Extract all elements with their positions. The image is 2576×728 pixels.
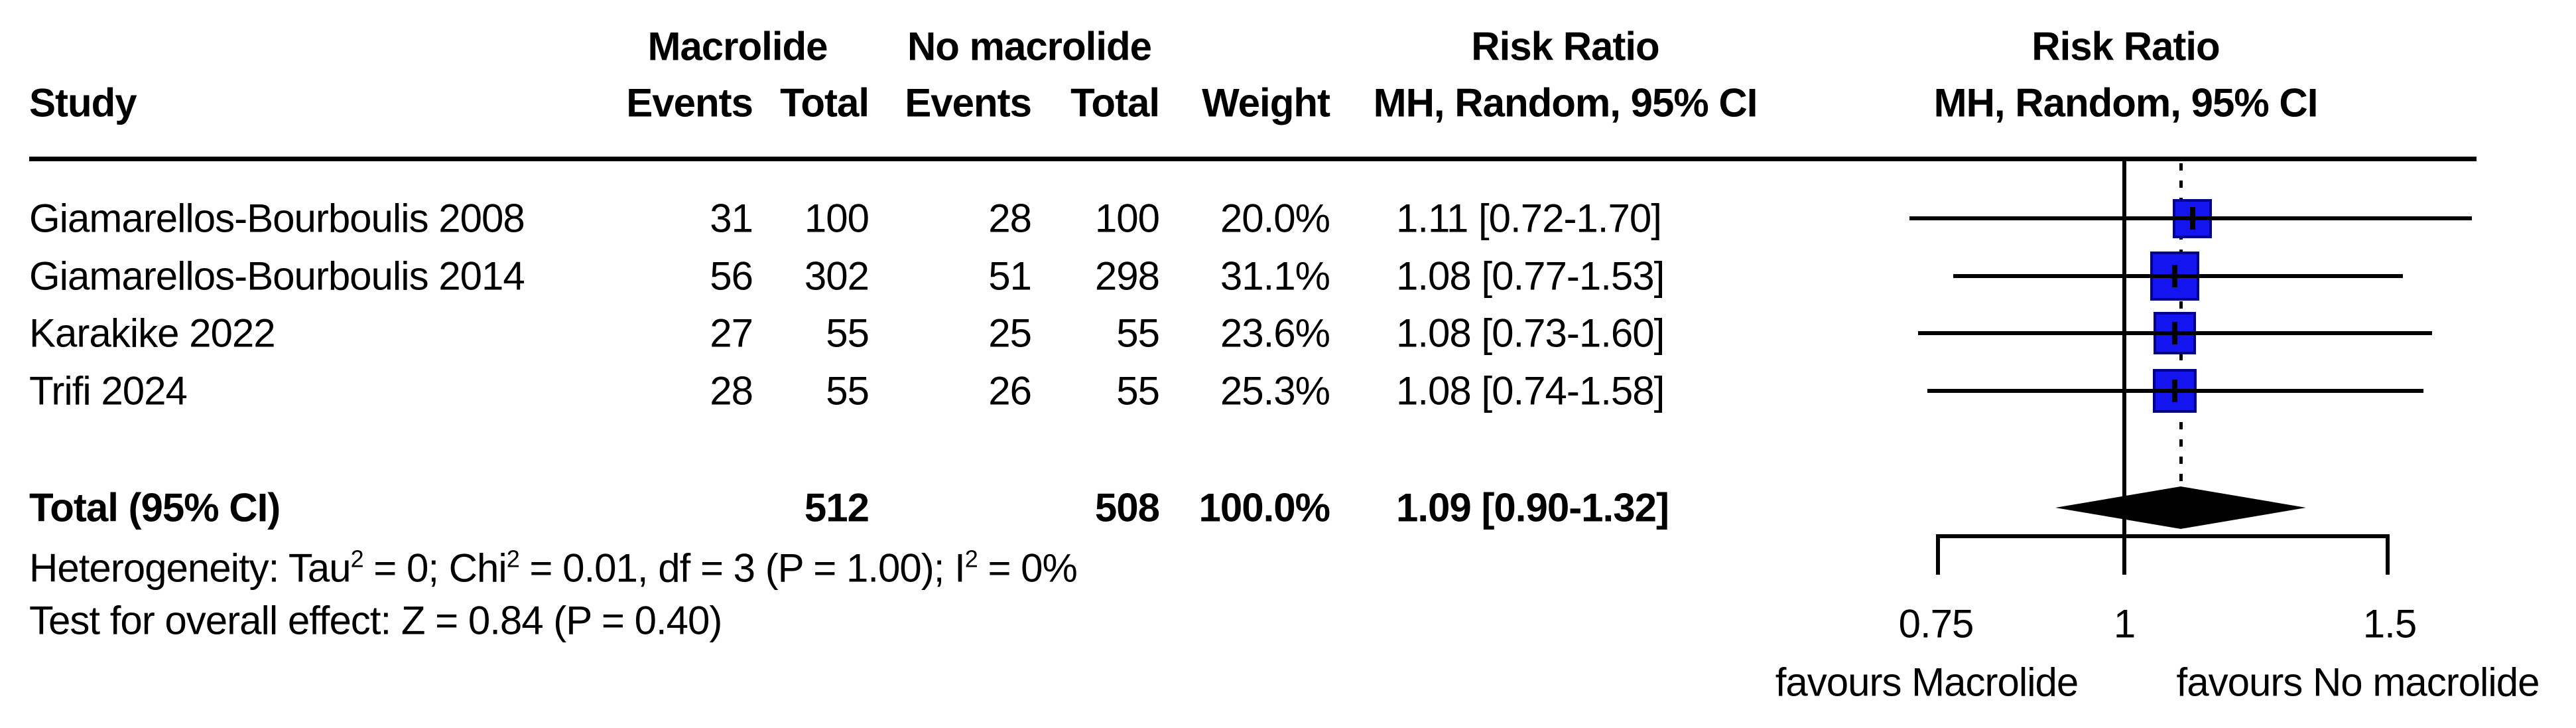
total-label: Total (95% CI) <box>29 485 281 530</box>
heterogeneity-text: Heterogeneity: Tau <box>29 546 352 591</box>
events-macrolide-value: 56 <box>710 254 753 299</box>
total-macrolide-header: Total <box>780 80 869 125</box>
favours-left-label: favours Macrolide <box>1775 660 2079 705</box>
null-effect-line <box>2122 159 2126 575</box>
axis-tick-label-15: 1.5 <box>2362 601 2417 646</box>
total-macrolide-value: 55 <box>826 311 869 356</box>
total-macrolide-sum: 512 <box>804 485 869 530</box>
total-no-macrolide-value: 100 <box>1094 196 1160 241</box>
rr-ci-text: 1.11 [0.72-1.70] <box>1396 196 1662 241</box>
favours-right-label: favours No macrolide <box>2176 660 2540 705</box>
total-macrolide-value: 302 <box>804 254 869 299</box>
rr-ci-text: 1.08 [0.73-1.60] <box>1396 311 1665 356</box>
column-group-macrolide: Macrolide <box>647 24 828 69</box>
total-no-macrolide-value: 298 <box>1094 254 1160 299</box>
header-rule <box>29 157 2477 161</box>
study-name: Trifi 2024 <box>29 368 188 413</box>
confidence-interval-line <box>1953 274 2403 278</box>
mh-random-table-header: MH, Random, 95% CI <box>1373 80 1758 125</box>
heterogeneity-text: = 0; Chi <box>363 546 507 591</box>
superscript: 2 <box>350 545 364 573</box>
events-no-macrolide-value: 51 <box>988 254 1032 299</box>
weight-value: 31.1% <box>1220 254 1330 299</box>
mh-random-plot-header: MH, Random, 95% CI <box>1933 80 2319 125</box>
total-no-macrolide-value: 55 <box>1116 368 1160 413</box>
superscript: 2 <box>964 545 978 573</box>
point-estimate-tick <box>2189 207 2195 230</box>
total-weight: 100.0% <box>1198 485 1330 530</box>
axis-tick-label-1: 1 <box>2113 601 2136 646</box>
weight-value: 20.0% <box>1220 196 1330 241</box>
total-no-macrolide-sum: 508 <box>1094 485 1160 530</box>
pooled-diamond <box>2055 486 2306 529</box>
study-column-header: Study <box>29 80 137 125</box>
point-estimate-tick <box>2171 265 2177 287</box>
weight-value: 23.6% <box>1220 311 1330 356</box>
heterogeneity-text: = 0% <box>977 546 1077 591</box>
events-no-macrolide-value: 26 <box>988 368 1032 413</box>
events-macrolide-value: 31 <box>710 196 753 241</box>
study-name: Giamarellos-Bourboulis 2008 <box>29 196 525 241</box>
weight-column-header: Weight <box>1202 80 1330 125</box>
events-macrolide-value: 28 <box>710 368 753 413</box>
axis-line <box>1936 534 2390 538</box>
events-no-macrolide-header: Events <box>905 80 1032 125</box>
total-macrolide-value: 55 <box>826 368 869 413</box>
heterogeneity-text: = 0.01, df = 3 (P = 1.00); I <box>519 546 965 591</box>
point-estimate-tick <box>2171 322 2177 344</box>
study-name: Karakike 2022 <box>29 311 276 356</box>
axis-tick-right <box>2386 534 2390 575</box>
study-name: Giamarellos-Bourboulis 2014 <box>29 254 525 299</box>
events-macrolide-header: Events <box>626 80 753 125</box>
risk-ratio-table-header: Risk Ratio <box>1471 24 1659 69</box>
superscript: 2 <box>506 545 520 573</box>
overall-effect-line: Test for overall effect: Z = 0.84 (P = 0… <box>29 598 722 643</box>
total-no-macrolide-header: Total <box>1070 80 1160 125</box>
risk-ratio-plot-header: Risk Ratio <box>2031 24 2220 69</box>
events-no-macrolide-value: 25 <box>988 311 1032 356</box>
total-macrolide-value: 100 <box>804 196 869 241</box>
rr-ci-text: 1.08 [0.77-1.53] <box>1396 254 1665 299</box>
rr-ci-text: 1.08 [0.74-1.58] <box>1396 368 1665 413</box>
axis-tick-left <box>1936 534 1941 575</box>
events-macrolide-value: 27 <box>710 311 753 356</box>
heterogeneity-line: Heterogeneity: Tau2 = 0; Chi2 = 0.01, df… <box>29 545 1078 591</box>
total-rr-ci: 1.09 [0.90-1.32] <box>1396 485 1669 530</box>
weight-value: 25.3% <box>1220 368 1330 413</box>
column-group-no-macrolide: No macrolide <box>907 24 1152 69</box>
total-no-macrolide-value: 55 <box>1116 311 1160 356</box>
point-estimate-tick <box>2171 380 2177 402</box>
axis-tick-label-075: 0.75 <box>1898 601 1974 646</box>
events-no-macrolide-value: 28 <box>988 196 1032 241</box>
